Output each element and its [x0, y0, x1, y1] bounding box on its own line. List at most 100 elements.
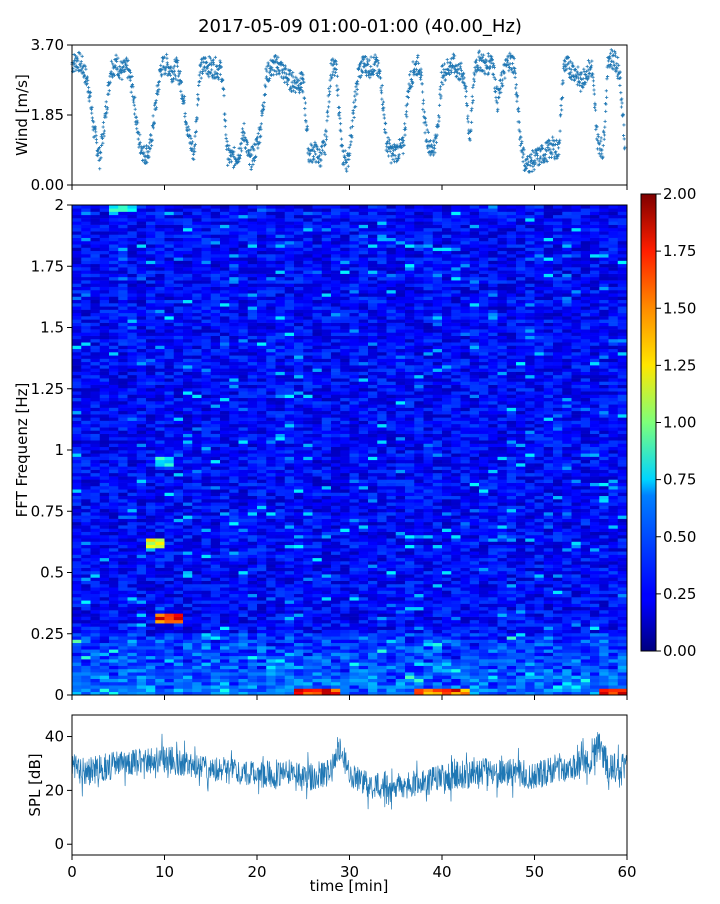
spectrogram-cell	[211, 594, 221, 598]
spectrogram-cell	[535, 646, 545, 650]
spectrogram-cell	[183, 620, 193, 624]
spectrogram-cell	[91, 626, 101, 630]
spectrogram-cell	[405, 561, 415, 565]
wind-point	[327, 87, 330, 90]
spectrogram-cell	[128, 574, 138, 578]
spectrogram-cell	[294, 548, 304, 552]
spectrogram-cell	[479, 555, 489, 559]
wind-point	[291, 75, 294, 78]
spectrogram-cell	[322, 555, 332, 559]
spectrogram-cell	[239, 551, 249, 555]
spectrogram-cell	[470, 613, 480, 617]
spectrogram-cell	[183, 607, 193, 611]
spectrogram-cell	[322, 581, 332, 585]
wind-point	[177, 70, 180, 73]
spectrogram-cell	[433, 639, 443, 643]
spectrogram-cell	[470, 528, 480, 532]
spectrogram-cell	[239, 643, 249, 647]
spectrogram-cell	[72, 571, 82, 575]
spectrogram-cell	[507, 685, 517, 689]
spectrogram-cell	[128, 613, 138, 617]
spectrogram-cell	[470, 636, 480, 640]
spectrogram-cell	[155, 541, 165, 545]
spectrogram-cell	[248, 564, 258, 568]
spectrogram-cell	[562, 571, 572, 575]
spectrogram-cell	[553, 551, 563, 555]
spectrogram-cell	[562, 649, 572, 653]
spectrogram-cell	[202, 581, 212, 585]
spectrogram-cell	[368, 623, 378, 627]
spectrogram-cell	[368, 551, 378, 555]
spectrogram-cell	[572, 581, 582, 585]
spectrogram-cell	[109, 643, 119, 647]
spectrogram-cell	[174, 607, 184, 611]
spectrogram-cell	[507, 535, 517, 539]
spectrogram-cell	[313, 685, 323, 689]
spectrogram-cell	[525, 636, 535, 640]
spectrogram-cell	[350, 659, 360, 663]
spectrogram-cell	[340, 672, 350, 676]
spectrogram-cell	[424, 568, 434, 572]
spectrogram-cell	[72, 551, 82, 555]
spectrogram-cell	[202, 574, 212, 578]
spectrogram-cell	[81, 600, 91, 604]
spectrogram-cell	[572, 617, 582, 621]
spectrogram-cell	[266, 545, 276, 549]
spectrogram-cell	[91, 600, 101, 604]
spectrogram-cell	[562, 548, 572, 552]
spectrogram-cell	[202, 617, 212, 621]
spectrogram-cell	[118, 610, 128, 614]
spectrogram-cell	[507, 613, 517, 617]
spectrogram-cell	[544, 584, 554, 588]
spectrogram-cell	[377, 564, 387, 568]
spectrogram-cell	[137, 659, 147, 663]
spectrogram-cell	[581, 590, 591, 594]
wind-point	[464, 87, 467, 90]
spectrogram-cell	[183, 682, 193, 686]
spectrogram-cell	[192, 604, 202, 608]
spectrogram-cell	[137, 574, 147, 578]
spectrogram-cell	[81, 597, 91, 601]
wind-point	[617, 64, 620, 67]
wind-point	[225, 137, 228, 140]
spectrogram-cell	[128, 685, 138, 689]
spectrogram-cell	[340, 633, 350, 637]
spectrogram-cell	[433, 587, 443, 591]
spectrogram-cell	[155, 630, 165, 634]
spectrogram-cell	[405, 532, 415, 536]
spectrogram-cell	[461, 646, 471, 650]
spectrogram-cell	[285, 535, 295, 539]
spectrogram-cell	[562, 558, 572, 562]
spectrogram-cell	[155, 620, 165, 624]
spectrogram-cell	[377, 636, 387, 640]
spectrogram-cell	[313, 617, 323, 621]
spectrogram-cell	[470, 597, 480, 601]
spectrogram-cell	[100, 551, 110, 555]
spectrogram-cell	[257, 620, 267, 624]
spectrogram-cell	[220, 541, 230, 545]
spectrogram-cell	[350, 581, 360, 585]
spectrogram-cell	[470, 646, 480, 650]
spectrogram-cell	[479, 626, 489, 630]
spectrogram-cell	[590, 541, 600, 545]
wind-point	[102, 125, 105, 128]
spectrogram-cell	[285, 600, 295, 604]
spectrogram-cell	[118, 662, 128, 666]
spectrogram-cell	[266, 568, 276, 572]
spectrogram-cell	[414, 662, 424, 666]
spectrogram-cell	[368, 561, 378, 565]
spectrogram-cell	[562, 522, 572, 526]
spectrogram-cell	[359, 679, 369, 683]
spectrogram-cell	[590, 672, 600, 676]
spectrogram-cell	[266, 685, 276, 689]
spectrogram-cell	[248, 639, 258, 643]
spectrogram-cell	[294, 590, 304, 594]
spectrogram-cell	[350, 532, 360, 536]
spectrogram-cell	[313, 630, 323, 634]
spectrogram-cell	[257, 555, 267, 559]
spectrogram-cell	[377, 548, 387, 552]
spectrogram-cell	[507, 545, 517, 549]
wind-point	[165, 53, 168, 56]
spectrogram-cell	[128, 548, 138, 552]
spectrogram-cell	[220, 551, 230, 555]
